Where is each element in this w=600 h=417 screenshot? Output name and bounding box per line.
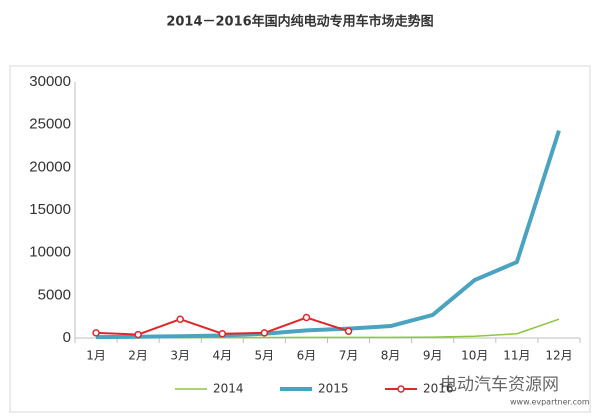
point — [92, 329, 100, 337]
x-tick-label: 5月 — [255, 349, 275, 363]
x-tick-label: 8月 — [381, 349, 401, 363]
legend-label: 2015 — [318, 382, 349, 396]
point — [134, 330, 142, 339]
x-tick-label: 7月 — [339, 349, 359, 363]
chart-title: 2014－2016年国内纯电动专用车市场走势图 — [166, 14, 433, 30]
x-tick-label: 1月 — [86, 349, 106, 363]
x-tick-label: 3月 — [170, 349, 190, 363]
chart-frame — [9, 65, 591, 413]
legend-label: 2014 — [213, 382, 244, 396]
x-tick-label: 10月 — [461, 349, 488, 363]
y-tick-label: 20000 — [29, 158, 71, 175]
point — [260, 329, 269, 337]
y-tick-label: 25000 — [29, 116, 71, 133]
watermark-url: www.evpartner.com — [510, 398, 590, 407]
x-tick-label: 6月 — [297, 349, 317, 363]
x-tick-label: 2月 — [128, 349, 148, 363]
x-tick-label: 9月 — [423, 349, 443, 363]
y-tick-label: 0 — [63, 329, 71, 346]
point — [218, 329, 227, 338]
x-tick-label: 12月 — [545, 349, 572, 363]
point — [302, 313, 311, 322]
point — [344, 327, 353, 335]
y-tick-label: 15000 — [29, 201, 71, 218]
y-tick-label: 30000 — [29, 73, 71, 90]
x-tick-label: 11月 — [503, 349, 530, 363]
point — [176, 315, 184, 323]
legend-marker — [397, 385, 405, 393]
series-line — [96, 130, 561, 340]
y-tick-label: 5000 — [38, 286, 71, 303]
watermark: 电动汽车资源网 — [440, 375, 559, 395]
x-tick-label: 4月 — [212, 349, 232, 363]
legend-label: 2016 — [423, 382, 454, 396]
y-tick-label: 10000 — [29, 244, 71, 261]
